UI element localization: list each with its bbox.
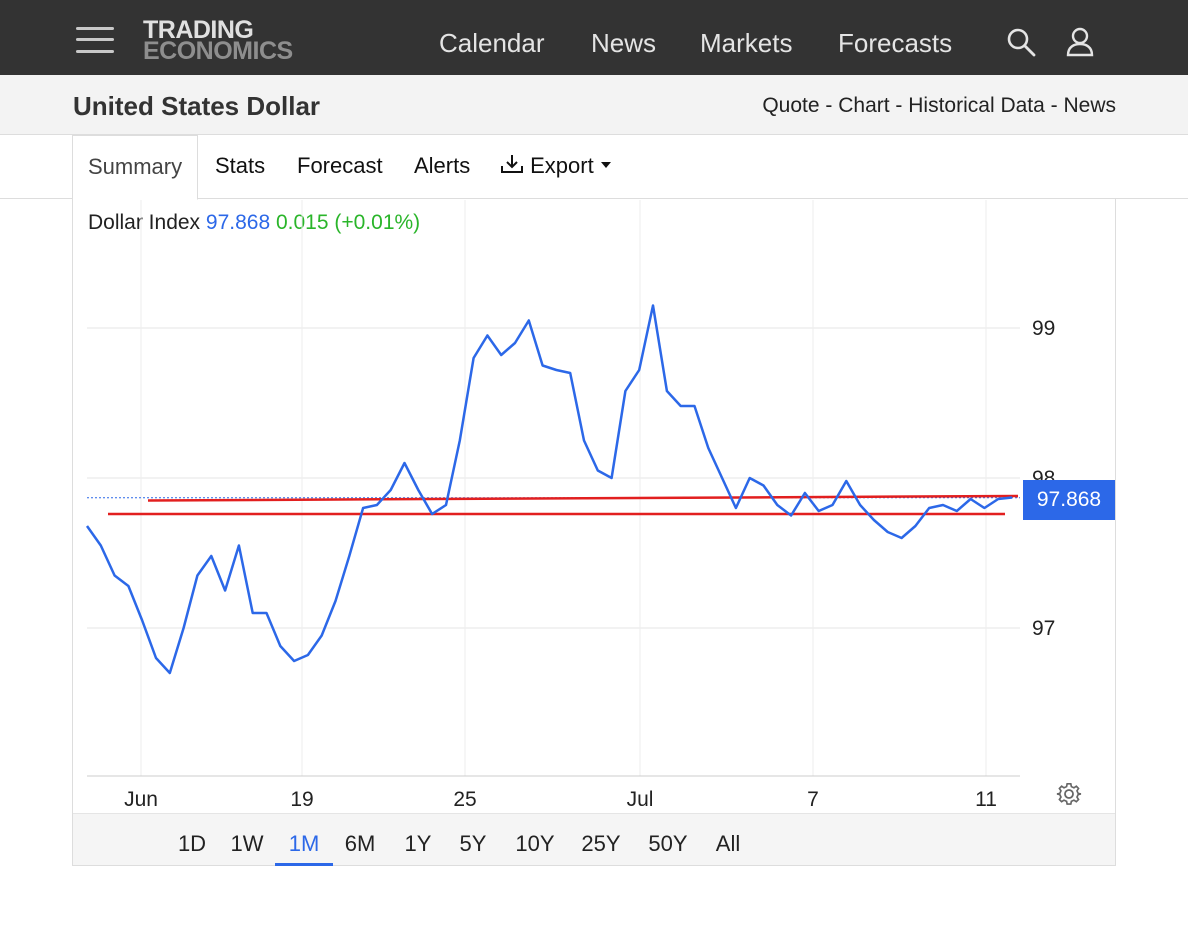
content-tabs: Summary Stats Forecast Alerts Export — [0, 135, 1188, 200]
dollar-index-line — [85, 304, 1013, 675]
legend-series-name: Dollar Index — [88, 211, 201, 234]
hamburger-icon[interactable] — [76, 25, 114, 55]
x-tick-label: 25 — [453, 788, 476, 811]
link-historical-data[interactable]: Historical Data — [908, 94, 1045, 117]
search-icon[interactable] — [1005, 26, 1037, 58]
trading-economics-logo[interactable]: TRADING ECONOMICS — [143, 16, 293, 65]
chart-container — [72, 199, 1116, 866]
page-title: United States Dollar — [73, 91, 321, 121]
link-separator: - — [819, 94, 839, 117]
y-tick-label: 99 — [1032, 317, 1055, 340]
range-button-10y[interactable]: 10Y — [515, 831, 555, 856]
tab-stats[interactable]: Stats — [215, 153, 266, 178]
tab-forecast[interactable]: Forecast — [297, 153, 383, 178]
link-quote[interactable]: Quote — [762, 94, 820, 117]
caret-down-icon — [600, 162, 611, 168]
y-tick-label: 97 — [1032, 617, 1055, 640]
tab-export[interactable]: Export — [500, 135, 612, 199]
chart-series — [85, 304, 1013, 675]
trendline-upper — [147, 494, 1019, 502]
nav-news[interactable]: News — [591, 28, 657, 58]
download-icon — [501, 155, 523, 173]
link-separator: - — [889, 94, 909, 117]
x-tick-label: Jul — [627, 788, 654, 811]
range-button-25y[interactable]: 25Y — [581, 831, 621, 856]
top-navigation-bar: TRADING ECONOMICS Calendar News Markets … — [0, 0, 1188, 75]
range-button-1m[interactable]: 1M — [275, 814, 333, 866]
range-button-5y[interactable]: 5Y — [459, 831, 487, 856]
quick-links: Quote - Chart - Historical Data - News — [762, 94, 1116, 118]
range-button-1w[interactable]: 1W — [230, 831, 264, 856]
chart-trendlines — [108, 494, 1019, 516]
range-button-all[interactable]: All — [715, 831, 741, 856]
nav-markets[interactable]: Markets — [700, 28, 793, 58]
range-button-1y[interactable]: 1Y — [404, 831, 432, 856]
chart-legend: Dollar Index 97.868 0.015 (+0.01%) — [88, 211, 420, 235]
range-button-6m[interactable]: 6M — [344, 831, 376, 856]
x-axis-labels: Jun 19 25 Jul 7 11 — [124, 788, 997, 811]
export-label: Export — [530, 153, 594, 178]
page-subheader: United States Dollar Quote - Chart - His… — [0, 75, 1188, 135]
user-icon[interactable] — [1064, 26, 1096, 58]
time-range-selector: 1D 1W 1M 6M 1Y 5Y 10Y 25Y 50Y All — [73, 813, 1115, 866]
link-chart[interactable]: Chart — [838, 94, 890, 117]
gear-icon[interactable] — [1056, 781, 1082, 807]
x-tick-label: 11 — [975, 788, 997, 811]
x-tick-label: 19 — [290, 788, 313, 811]
nav-calendar[interactable]: Calendar — [439, 28, 545, 58]
link-news[interactable]: News — [1063, 94, 1116, 117]
legend-price: 97.868 — [205, 211, 271, 234]
nav-forecasts[interactable]: Forecasts — [838, 28, 953, 58]
legend-change: 0.015 (+0.01%) — [275, 211, 421, 234]
range-button-50y[interactable]: 50Y — [648, 831, 688, 856]
x-tick-label: Jun — [124, 788, 158, 811]
tab-alerts[interactable]: Alerts — [414, 153, 471, 178]
link-separator: - — [1044, 94, 1064, 117]
chart-grid — [87, 200, 1020, 777]
x-tick-label: 7 — [807, 788, 819, 811]
range-button-1d[interactable]: 1D — [177, 831, 207, 856]
tab-summary[interactable]: Summary — [72, 135, 199, 200]
current-price-badge: 97.868 — [1023, 480, 1115, 520]
